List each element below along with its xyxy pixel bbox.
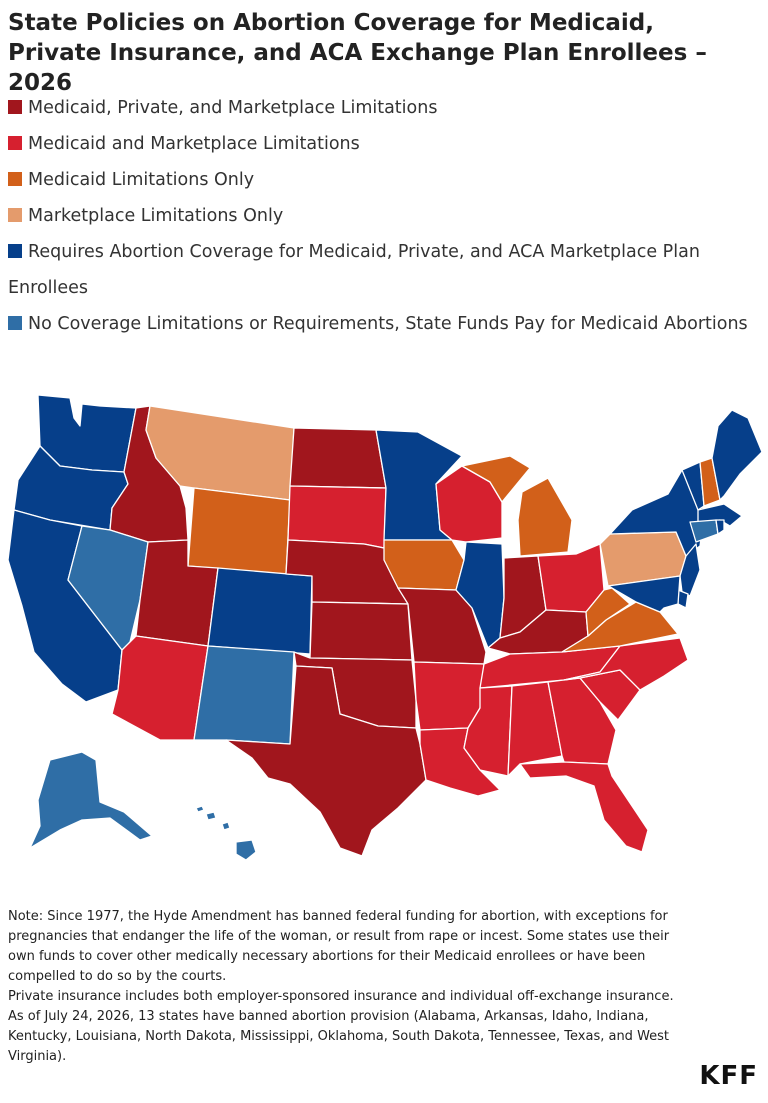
state-north-carolina bbox=[563, 637, 689, 691]
state-california bbox=[7, 509, 123, 703]
note-paragraph: Note: Since 1977, the Hyde Amendment has… bbox=[8, 909, 670, 984]
legend-label: No Coverage Limitations or Requirements,… bbox=[28, 314, 748, 334]
state-nevada bbox=[67, 525, 149, 651]
legend-label: Medicaid, Private, and Marketplace Limit… bbox=[28, 98, 438, 118]
us-map bbox=[7, 394, 763, 861]
state-rhode-island bbox=[715, 519, 725, 535]
state-florida bbox=[519, 761, 649, 853]
state-maryland bbox=[607, 575, 681, 613]
legend-label: Medicaid and Marketplace Limitations bbox=[28, 134, 360, 154]
state-south-dakota bbox=[287, 485, 387, 549]
kff-logo: KFF bbox=[699, 1061, 758, 1091]
state-delaware bbox=[677, 589, 689, 609]
note-paragraph: Private insurance includes both employer… bbox=[8, 989, 674, 1004]
legend-item: Marketplace Limitations Only bbox=[8, 198, 758, 234]
legend-label: Marketplace Limitations Only bbox=[28, 206, 284, 226]
note-paragraph: As of July 24, 2026, 13 states have bann… bbox=[8, 1009, 670, 1064]
legend-label: Requires Abortion Coverage for Medicaid,… bbox=[8, 242, 700, 298]
legend-item: Medicaid, Private, and Marketplace Limit… bbox=[8, 90, 758, 126]
legend: Medicaid, Private, and Marketplace Limit… bbox=[8, 90, 758, 342]
state-iowa bbox=[383, 539, 465, 591]
state-north-dakota bbox=[289, 427, 387, 489]
legend-swatch bbox=[8, 100, 22, 114]
state-hawaii bbox=[195, 805, 257, 861]
state-wyoming bbox=[187, 487, 291, 575]
legend-swatch bbox=[8, 244, 22, 258]
state-kansas bbox=[309, 601, 413, 661]
legend-item: Medicaid Limitations Only bbox=[8, 162, 758, 198]
chart-title: State Policies on Abortion Coverage for … bbox=[8, 10, 707, 96]
legend-item: Medicaid and Marketplace Limitations bbox=[8, 126, 758, 162]
state-texas bbox=[225, 665, 427, 857]
state-michigan bbox=[461, 455, 573, 557]
state-arizona bbox=[111, 635, 209, 741]
state-maine bbox=[711, 409, 763, 501]
notes: Note: Since 1977, the Hyde Amendment has… bbox=[8, 907, 698, 1067]
state-new-mexico bbox=[193, 645, 295, 745]
legend-swatch bbox=[8, 172, 22, 186]
state-alaska bbox=[29, 751, 153, 849]
legend-swatch bbox=[8, 316, 22, 330]
state-colorado bbox=[207, 567, 313, 655]
state-west-virginia bbox=[585, 587, 631, 637]
legend-swatch bbox=[8, 208, 22, 222]
legend-swatch bbox=[8, 136, 22, 150]
state-alabama bbox=[507, 681, 563, 777]
legend-item: No Coverage Limitations or Requirements,… bbox=[8, 306, 758, 342]
legend-label: Medicaid Limitations Only bbox=[28, 170, 255, 190]
legend-item: Requires Abortion Coverage for Medicaid,… bbox=[8, 234, 758, 306]
